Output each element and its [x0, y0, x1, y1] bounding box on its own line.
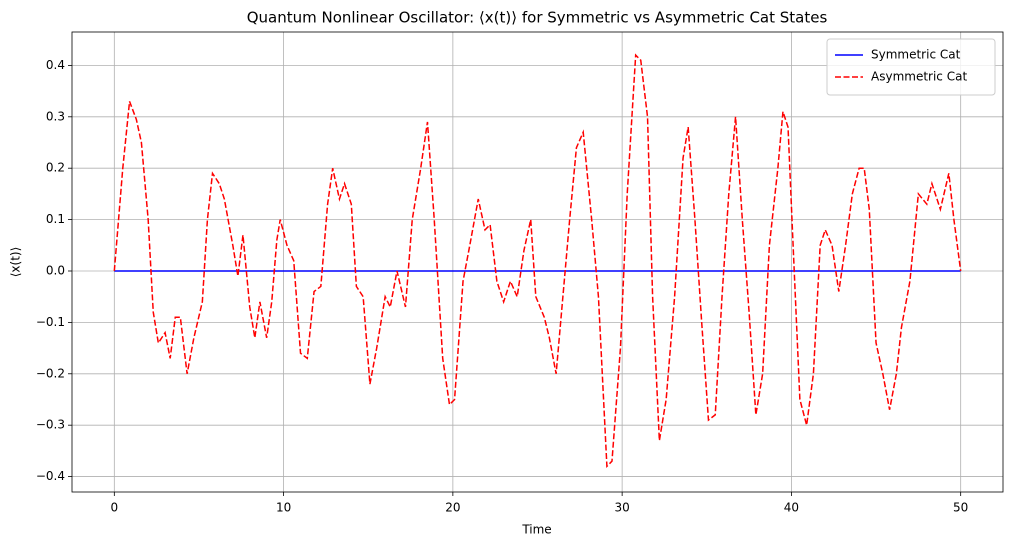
data-line [113, 53, 962, 469]
y-tick-label: 0.1 [46, 212, 65, 226]
y-tick-label: 0.2 [46, 161, 65, 175]
x-axis-label: Time [521, 523, 551, 537]
y-axis-label: ⟨x(t)⟩ [9, 247, 23, 278]
x-tick-label: 40 [784, 501, 799, 515]
y-tick-label: −0.4 [36, 469, 65, 483]
y-tick-label: 0.3 [46, 109, 65, 123]
y-tick-label: −0.1 [36, 315, 65, 329]
x-tick-label: 20 [445, 501, 460, 515]
y-tick-label: 0.4 [46, 58, 65, 72]
x-tick-label: 30 [614, 501, 629, 515]
x-tick-label: 0 [110, 501, 118, 515]
legend-box [826, 38, 996, 96]
x-tick-label: 10 [276, 501, 291, 515]
y-tick-label: −0.3 [36, 418, 65, 432]
axes-frame [71, 31, 1004, 493]
y-tick-label: −0.2 [36, 366, 65, 380]
legend-label: Asymmetric Cat [871, 70, 967, 84]
x-tick-label: 50 [953, 501, 968, 515]
legend-label: Symmetric Cat [871, 48, 961, 62]
chart-title: Quantum Nonlinear Oscillator: ⟨x(t)⟩ for… [247, 9, 828, 27]
y-tick-label: 0.0 [46, 263, 65, 277]
